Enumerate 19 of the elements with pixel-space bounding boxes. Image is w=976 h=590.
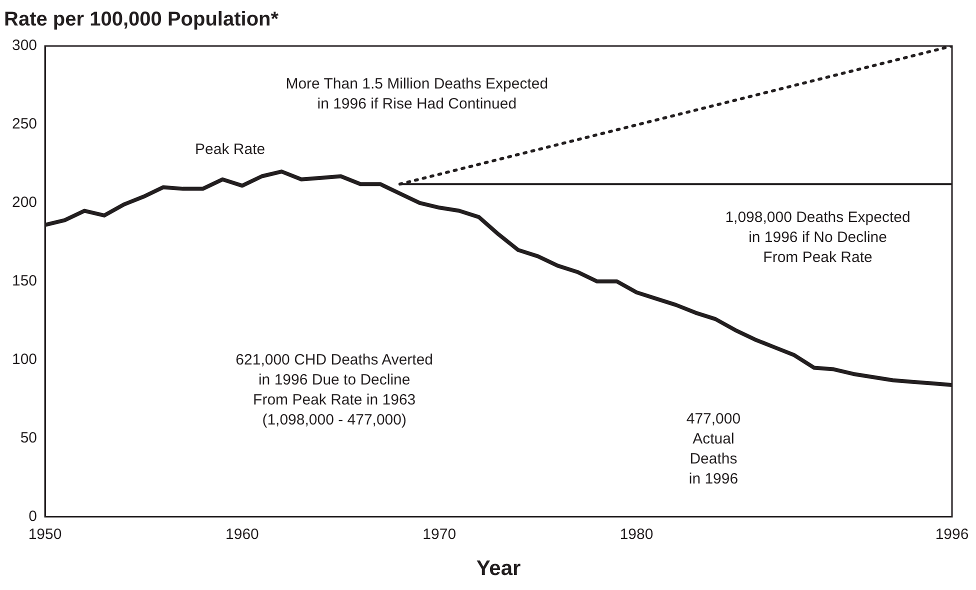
- x-tick-label: 1980: [620, 526, 654, 543]
- x-tick-label: 1970: [422, 526, 456, 543]
- annotation: Peak Rate: [195, 141, 266, 158]
- y-tick-label: 50: [20, 429, 38, 446]
- y-tick-label: 150: [12, 272, 38, 290]
- x-axis-title: Year: [476, 557, 521, 580]
- x-tick-label: 1950: [28, 526, 62, 543]
- y-tick-label: 300: [12, 37, 38, 54]
- x-tick-label: 1960: [226, 526, 259, 543]
- y-tick-label: 100: [12, 351, 38, 368]
- chart-title: Rate per 100,000 Population*: [4, 8, 279, 31]
- annotation: 477,000 Actual Deaths in 1996: [686, 410, 741, 488]
- y-tick-label: 250: [12, 116, 38, 133]
- y-tick-label: 200: [12, 194, 38, 212]
- annotation: 1,098,000 Deaths Expected in 1996 if No Decline From Peak Rate: [725, 209, 910, 266]
- annotation: 621,000 CHD Deaths Averted in 1996 Due to Decline From Peak Rate in 1963 (1,098,000 - 477,000): [236, 351, 434, 428]
- y-tick-label: 0: [28, 508, 38, 525]
- annotation: More Than 1.5 Million Deaths Expected in 1996 if Rise Had Continued: [286, 76, 548, 113]
- x-tick-label: 1996: [935, 526, 969, 543]
